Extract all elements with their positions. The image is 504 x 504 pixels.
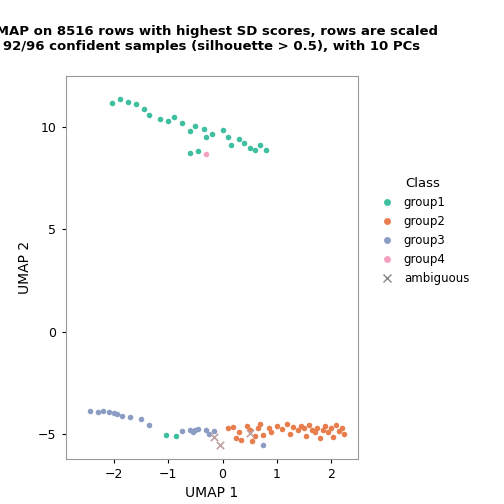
Point (313, 424, 321, 432)
Point (283, 420, 291, 428)
Point (107, 99, 115, 107)
Point (124, 98, 132, 106)
Point (332, 421, 340, 429)
Point (192, 122, 200, 130)
Point (218, 126, 226, 134)
Point (186, 149, 194, 157)
Point (192, 426, 200, 434)
Point (188, 428, 197, 436)
Point (322, 422, 330, 430)
Point (232, 434, 240, 442)
Point (297, 422, 305, 430)
Point (99, 406, 107, 414)
Point (245, 426, 254, 434)
Point (305, 421, 313, 429)
Point (289, 423, 297, 431)
Point (262, 146, 270, 154)
Point (110, 409, 118, 417)
X-axis label: UMAP 1: UMAP 1 (185, 486, 238, 500)
Point (86, 406, 94, 414)
Point (229, 423, 237, 431)
Point (245, 429, 254, 437)
Point (259, 442, 267, 450)
Point (286, 430, 294, 438)
Point (186, 127, 194, 135)
Point (224, 424, 232, 432)
Point (145, 110, 153, 118)
Point (257, 420, 265, 428)
Point (243, 422, 251, 430)
Point (340, 430, 348, 438)
Point (224, 133, 232, 141)
Point (254, 424, 262, 432)
Point (237, 436, 245, 444)
Point (308, 426, 316, 434)
Point (156, 114, 164, 122)
Point (216, 442, 224, 450)
Point (178, 118, 186, 127)
Point (202, 133, 210, 141)
Point (200, 125, 208, 133)
Point (210, 433, 218, 441)
Point (186, 426, 194, 434)
Point (310, 428, 319, 436)
Point (202, 150, 210, 158)
Point (330, 433, 338, 441)
Point (316, 434, 324, 442)
Y-axis label: UMAP 2: UMAP 2 (19, 240, 32, 294)
Point (257, 141, 265, 149)
Point (94, 408, 102, 416)
Point (194, 147, 202, 155)
Point (227, 141, 235, 149)
Point (194, 425, 202, 433)
Point (251, 432, 259, 440)
Point (245, 144, 254, 152)
Point (115, 95, 123, 103)
Point (210, 427, 218, 435)
Point (145, 421, 153, 429)
Point (170, 112, 178, 120)
Point (338, 424, 346, 432)
Point (202, 426, 210, 434)
Text: UMAP on 8516 rows with highest SD scores, rows are scaled
92/96 confident sample: UMAP on 8516 rows with highest SD scores… (0, 25, 438, 53)
Point (327, 424, 335, 432)
Point (132, 100, 140, 108)
Point (319, 426, 327, 434)
Point (335, 427, 343, 435)
Point (162, 431, 170, 439)
Point (251, 146, 259, 154)
Point (235, 428, 243, 436)
Legend: group1, group2, group3, group4, ambiguous: group1, group2, group3, group4, ambiguou… (375, 177, 469, 285)
Point (127, 413, 135, 421)
Point (273, 422, 281, 430)
Point (172, 432, 180, 440)
Point (205, 430, 213, 438)
Point (259, 431, 267, 439)
Point (137, 415, 145, 423)
Point (265, 424, 273, 432)
Point (278, 425, 286, 433)
Point (324, 428, 332, 436)
Point (164, 116, 172, 124)
Point (208, 130, 216, 138)
Point (267, 428, 275, 436)
Point (294, 426, 302, 434)
Point (248, 437, 257, 445)
Point (300, 424, 308, 432)
Point (235, 135, 243, 143)
Point (178, 427, 186, 435)
Point (105, 408, 113, 416)
Point (240, 139, 248, 147)
Point (118, 412, 127, 420)
Point (140, 105, 148, 113)
Point (113, 410, 121, 418)
Point (302, 432, 310, 440)
